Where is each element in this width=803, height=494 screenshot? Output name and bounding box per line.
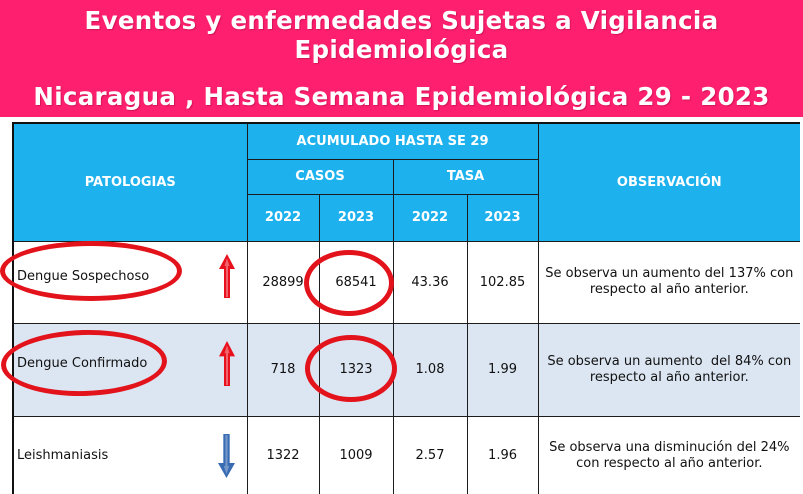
cell-cases-2022: 1322 [246, 415, 320, 494]
cell-observation: Se observa un aumento del 84% con respec… [537, 322, 800, 417]
table-body: Dengue Sospechoso 28899 68541 43.36 102.… [12, 240, 800, 494]
table-row-leishmaniasis: Leishmaniasis 1322 1009 2.57 1.96 Se obs… [12, 415, 800, 494]
arrow-shape [218, 341, 235, 386]
trend-up-arrow-icon [218, 254, 235, 298]
cell-rate-2022: 2.57 [392, 415, 468, 494]
cell-rate-2023: 1.96 [466, 415, 539, 494]
cell-cases-2022: 28899 [246, 240, 320, 324]
arrow-highlight [224, 345, 229, 385]
observation-text: Se observa un aumento del 84% con respec… [547, 353, 796, 385]
pathology-label-group: Leishmaniasis [14, 433, 247, 478]
title-banner: Eventos y enfermedades Sujetas a Vigilan… [0, 0, 803, 117]
header-rate-year-2022: 2022 [392, 193, 468, 242]
cell-cases-2022: 718 [246, 322, 320, 417]
cell-rate-2023: 1.99 [466, 322, 539, 417]
cell-pathology: Dengue Confirmado [12, 322, 248, 417]
cell-pathology: Dengue Sospechoso [12, 240, 248, 324]
pathology-name: Dengue Confirmado [17, 356, 148, 371]
header-row-1: PATOLOGIAS ACUMULADO HASTA SE 29 OBSERVA… [12, 122, 800, 242]
pathology-name: Dengue Sospechoso [17, 268, 150, 284]
cell-rate-2022: 43.36 [392, 240, 468, 324]
slide-title-line-2: Epidemiológica [294, 35, 509, 64]
cell-rate-2022: 1.08 [392, 322, 468, 417]
table-row-dengue-confirmado: Dengue Confirmado 718 1323 1.08 1.99 Se … [12, 322, 800, 417]
header-cumulative: ACUMULADO HASTA SE 29 [246, 122, 539, 160]
observation-text: Se observa una disminución del 24% con r… [549, 439, 794, 471]
table-row-dengue-sospechoso: Dengue Sospechoso 28899 68541 43.36 102.… [12, 240, 800, 324]
cell-observation: Se observa un aumento del 137% con respe… [537, 240, 800, 324]
trend-down-arrow-icon [217, 433, 235, 478]
header-cases: CASOS [246, 158, 394, 195]
trend-up-arrow-icon [218, 341, 235, 386]
cell-cases-2023: 1323 [318, 322, 394, 417]
header-rate: TASA [392, 158, 539, 195]
header-row-2: CASOS TASA [13, 158, 800, 195]
table-header: PATOLOGIAS ACUMULADO HASTA SE 29 OBSERVA… [12, 122, 800, 242]
header-cases-year-2022: 2022 [246, 193, 320, 242]
pathology-label-group: Dengue Confirmado [14, 341, 247, 386]
header-pathology: PATOLOGIAS [12, 122, 248, 242]
surveillance-table: PATOLOGIAS ACUMULADO HASTA SE 29 OBSERVA… [12, 122, 800, 494]
header-cases-year-2023: 2023 [318, 193, 394, 242]
arrow-highlight [224, 258, 229, 297]
pathology-label-group: Dengue Sospechoso [14, 254, 247, 298]
pathology-name: Leishmaniasis [17, 448, 109, 464]
arrow-shape [218, 254, 235, 298]
cell-cases-2023: 68541 [318, 240, 394, 324]
cell-pathology: Leishmaniasis [12, 415, 248, 494]
cell-rate-2023: 102.85 [466, 240, 539, 324]
header-rate-year-2023: 2023 [466, 193, 539, 242]
slide-title-line-1: Eventos y enfermedades Sujetas a Vigilan… [84, 6, 719, 35]
arrow-shape [217, 433, 235, 478]
cell-cases-2023: 1009 [318, 415, 394, 494]
surveillance-table-container: PATOLOGIAS ACUMULADO HASTA SE 29 OBSERVA… [12, 122, 800, 494]
header-row-years: 2022 2023 2022 2023 [13, 193, 800, 242]
cell-observation: Se observa una disminución del 24% con r… [537, 415, 800, 494]
observation-text: Se observa un aumento del 137% con respe… [545, 266, 798, 297]
slide-subtitle: Nicaragua , Hasta Semana Epidemiológica … [33, 82, 770, 111]
header-observation: OBSERVACIÓN [537, 122, 800, 242]
arrow-highlight [223, 434, 229, 474]
